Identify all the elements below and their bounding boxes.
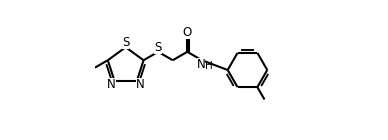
- Text: S: S: [122, 36, 129, 49]
- Text: S: S: [154, 41, 162, 54]
- Text: O: O: [183, 26, 192, 39]
- Text: N: N: [197, 58, 206, 71]
- Text: N: N: [107, 78, 116, 91]
- Text: H: H: [205, 61, 213, 71]
- Text: N: N: [136, 78, 144, 91]
